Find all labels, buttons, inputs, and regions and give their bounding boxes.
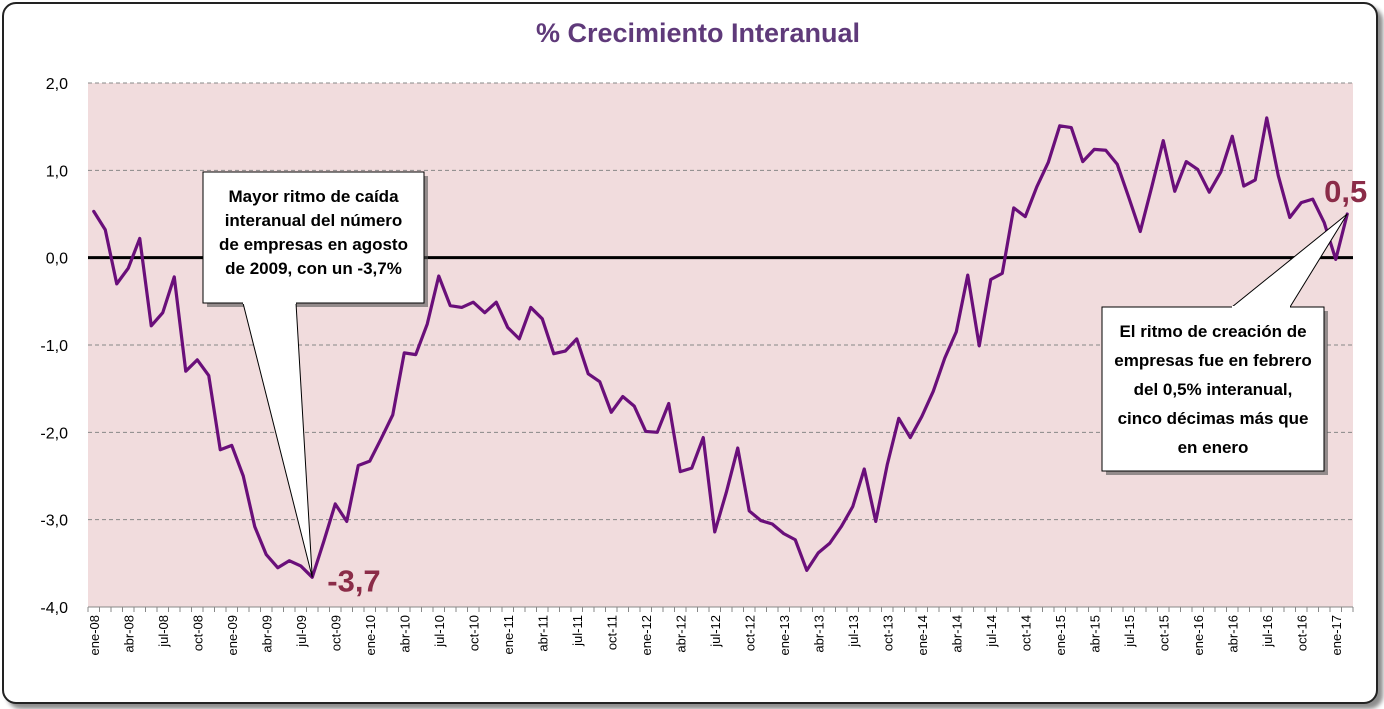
callout-min-line: de 2009, con un -3,7% xyxy=(225,259,402,278)
x-tick-label: jul-10 xyxy=(432,615,447,648)
x-tick-label: ene-09 xyxy=(225,615,240,655)
last-value-label: 0,5 xyxy=(1324,174,1367,209)
x-tick-label: jul-12 xyxy=(708,615,723,648)
x-tick-label: jul-09 xyxy=(294,615,309,648)
x-tick-label: abr-12 xyxy=(673,615,688,653)
series-layer xyxy=(92,116,1349,579)
x-tick-label: ene-15 xyxy=(1053,615,1068,655)
x-tick-label: abr-11 xyxy=(535,615,550,652)
callout-min-line: de empresas en agosto xyxy=(219,235,408,254)
y-tick-label: 2,0 xyxy=(46,76,68,93)
x-tick-label: oct-15 xyxy=(1156,615,1171,651)
x-tick-label: jul-14 xyxy=(984,615,999,648)
x-tick-label: jul-13 xyxy=(846,615,861,648)
x-tick-label: oct-12 xyxy=(742,615,757,651)
x-tick-label: jul-16 xyxy=(1260,615,1275,648)
x-tick-label: abr-08 xyxy=(121,615,136,653)
y-tick-label: 1,0 xyxy=(46,163,68,180)
x-tick-label: abr-14 xyxy=(949,615,964,653)
y-tick-label: 0,0 xyxy=(46,251,68,268)
x-tick-label: jul-08 xyxy=(156,615,171,648)
x-tick-label: oct-11 xyxy=(604,615,619,650)
callout-min-line: interanual del número xyxy=(225,211,403,230)
callout-last-line: cinco décimas más que xyxy=(1118,409,1309,428)
callout-last: El ritmo de creación de empresas fue en f… xyxy=(1101,213,1348,475)
callout-last-line: El ritmo de creación de xyxy=(1119,322,1306,341)
y-tick-label: -1,0 xyxy=(40,338,68,355)
x-tick-label: ene-14 xyxy=(915,615,930,655)
x-tick-label: abr-09 xyxy=(259,615,274,653)
callout-min: Mayor ritmo de caída interanual del númer… xyxy=(202,171,428,578)
chart-title: % Crecimiento Interanual xyxy=(536,18,860,48)
x-tick-label: jul-15 xyxy=(1122,615,1137,648)
y-tick-label: -3,0 xyxy=(40,513,68,530)
x-tick-label: ene-11 xyxy=(501,615,516,655)
x-tick-label: oct-09 xyxy=(328,615,343,651)
callout-last-line: del 0,5% interanual, xyxy=(1134,380,1293,399)
series-line xyxy=(92,116,1349,579)
x-tick-label: oct-13 xyxy=(880,615,895,651)
y-tick-label: -2,0 xyxy=(40,425,68,442)
x-tick-label: oct-16 xyxy=(1294,615,1309,651)
x-tick-label: ene-10 xyxy=(363,615,378,655)
x-tick-label: abr-10 xyxy=(397,615,412,653)
x-tick-label: ene-17 xyxy=(1329,615,1344,655)
callout-last-line: empresas fue en febrero xyxy=(1114,351,1311,370)
y-tick-label: -4,0 xyxy=(40,600,68,617)
x-tick-label: abr-15 xyxy=(1087,615,1102,653)
x-tick-label: abr-13 xyxy=(811,615,826,653)
x-tick-label: oct-08 xyxy=(190,615,205,651)
x-tick-label: oct-14 xyxy=(1018,615,1033,651)
x-tick-label: ene-16 xyxy=(1191,615,1206,655)
callouts: Mayor ritmo de caída interanual del númer… xyxy=(202,171,1348,578)
y-axis: 2,0 1,0 0,0 -1,0 -2,0 -3,0 -4,0 xyxy=(40,76,68,617)
x-tick-label: ene-13 xyxy=(777,615,792,655)
x-axis: ene-08 abr-08 jul-08 oct-08 ene-09 abr-09 jul-… xyxy=(87,606,1354,655)
min-value-label: -3,7 xyxy=(327,563,380,598)
x-tick-label: oct-10 xyxy=(466,615,481,651)
x-tick-label: ene-12 xyxy=(639,615,654,655)
x-tick-label: abr-16 xyxy=(1225,615,1240,653)
x-tick-label: jul-11 xyxy=(570,615,585,647)
callout-last-line: en enero xyxy=(1178,438,1249,457)
x-tick-label: ene-08 xyxy=(87,615,102,655)
callout-min-line: Mayor ritmo de caída xyxy=(228,187,399,206)
